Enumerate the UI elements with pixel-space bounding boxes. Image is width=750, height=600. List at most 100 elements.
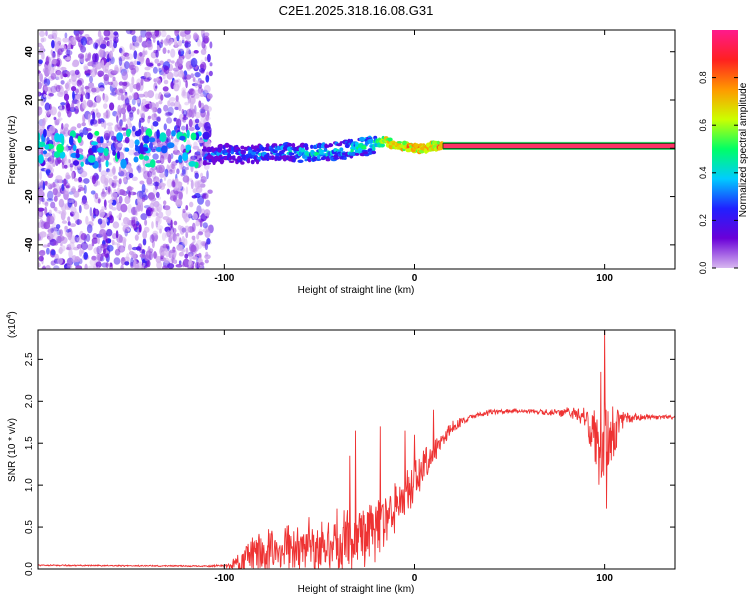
spectrogram-cell: [196, 205, 202, 215]
spectrogram-cell: [97, 30, 102, 38]
spectrogram-cell: [91, 87, 97, 93]
spectrogram-cell: [151, 239, 155, 249]
spectrogram-cell: [333, 156, 340, 160]
spectrogram-cell: [160, 39, 164, 45]
spectrogram-cell: [98, 163, 102, 173]
spectrogram-cell: [183, 76, 188, 83]
spectrogram-cell: [124, 261, 130, 266]
spectrogram-cell: [56, 70, 62, 80]
spectrogram-cell: [85, 128, 92, 132]
snr-ytick-label: 1.0: [24, 478, 35, 492]
spectrogram-cell: [190, 155, 198, 160]
spectrogram-cell: [76, 123, 82, 129]
spectrogram-cell: [38, 81, 42, 90]
spectrogram-cell: [48, 225, 55, 230]
spectrogram-cell: [203, 146, 207, 149]
spectrogram-cell: [185, 74, 192, 80]
spectrogram-cell: [84, 34, 90, 39]
spectrogram-cell: [140, 30, 147, 38]
spectrogram-cell: [181, 166, 187, 174]
spectrogram-cell: [142, 262, 146, 267]
spectrogram-cell: [65, 174, 71, 180]
spectrogram-cell: [165, 208, 172, 217]
spectrogram-cell: [124, 228, 128, 237]
spectrogram-cell: [116, 215, 122, 219]
spectrogram-cell: [204, 242, 209, 251]
spectrogram-cell: [78, 187, 85, 191]
spectrogram-cell: [90, 190, 96, 195]
spectrogram-cell: [55, 210, 62, 214]
spectrogram-cell: [157, 63, 161, 67]
spectrogram-cell: [297, 159, 304, 163]
spectrogram-cell: [158, 100, 163, 105]
spectrogram-cell: [39, 73, 43, 82]
spectrogram-cell: [200, 102, 205, 111]
spectrogram-cell: [62, 69, 65, 77]
spectrogram-cell: [135, 211, 139, 216]
spectrogram-cell: [163, 172, 167, 182]
spectrogram-cell: [171, 248, 177, 258]
spectrogram-cell: [173, 145, 178, 152]
spectrogram-cell: [358, 136, 366, 142]
spectrogram-cell: [112, 76, 116, 82]
spectrogram-cell: [169, 189, 177, 199]
spectrogram-cell: [42, 37, 47, 42]
spectrogram-cell: [202, 131, 210, 140]
spectrogram-cell: [47, 110, 50, 117]
spectrogram-xlabel: Height of straight line (km): [298, 285, 415, 296]
spectrogram-cell: [204, 259, 209, 264]
spectrogram-cell: [103, 74, 109, 81]
spectrogram-cell: [173, 220, 178, 226]
spectrogram-cell: [68, 78, 72, 83]
spectrogram-cell: [114, 124, 119, 132]
snr-scale-note: (x104): [6, 311, 18, 338]
spectrogram-cell: [176, 118, 182, 129]
spectrogram-cell: [173, 259, 178, 264]
spectrogram-cell: [209, 41, 213, 49]
spectrogram-cell: [152, 153, 159, 160]
spectrogram-cell: [159, 172, 165, 178]
spectrogram-cell: [56, 179, 64, 184]
spectrogram-cell: [78, 205, 82, 214]
spectrogram-cell: [167, 263, 175, 269]
spectrogram-cell: [180, 145, 184, 152]
spectrogram-cell: [94, 130, 100, 136]
spectrogram-cell: [66, 184, 71, 189]
spectrogram-cell: [155, 212, 159, 217]
spectrogram-cell: [68, 159, 71, 164]
spectrogram-cell: [95, 94, 102, 104]
spectrogram-cell: [195, 154, 202, 162]
spectrogram-cell: [176, 57, 183, 67]
spectrogram-cell: [71, 255, 77, 263]
spectrogram-cell: [62, 146, 69, 152]
spectrogram-ytick-label: -20: [24, 189, 35, 204]
spectrogram-cell: [131, 125, 136, 132]
spectrogram-cell: [121, 222, 125, 227]
spectrogram-cell: [193, 50, 199, 54]
spectrogram-cell: [290, 152, 295, 156]
spectrogram-cell: [136, 108, 140, 115]
spectrogram-cell: [118, 126, 123, 132]
spectrogram-cell: [66, 47, 70, 57]
spectrogram-cell: [78, 53, 85, 59]
spectrogram-cell: [116, 132, 123, 142]
spectrogram-cell: [188, 161, 197, 167]
spectrogram-cell: [183, 114, 187, 118]
spectrogram-cell: [197, 38, 201, 47]
spectrogram-cell: [52, 188, 58, 196]
spectrogram-cell: [49, 125, 56, 134]
spectrogram-cell: [38, 207, 45, 212]
spectrogram-cell: [109, 130, 115, 137]
spectrogram-cell: [71, 61, 79, 68]
spectrogram-cell: [192, 188, 198, 194]
spectrogram-cell: [96, 252, 101, 261]
spectrogram-cell: [100, 174, 106, 184]
spectrogram-cell: [172, 181, 176, 188]
spectrogram-cell: [172, 232, 177, 242]
spectrogram-cell: [198, 83, 203, 89]
spectrogram-cell: [53, 116, 57, 121]
spectrogram-cell: [155, 191, 160, 198]
spectrogram-cell: [121, 127, 127, 131]
spectrogram-cell: [83, 178, 90, 184]
spectrogram-cell: [131, 45, 136, 51]
